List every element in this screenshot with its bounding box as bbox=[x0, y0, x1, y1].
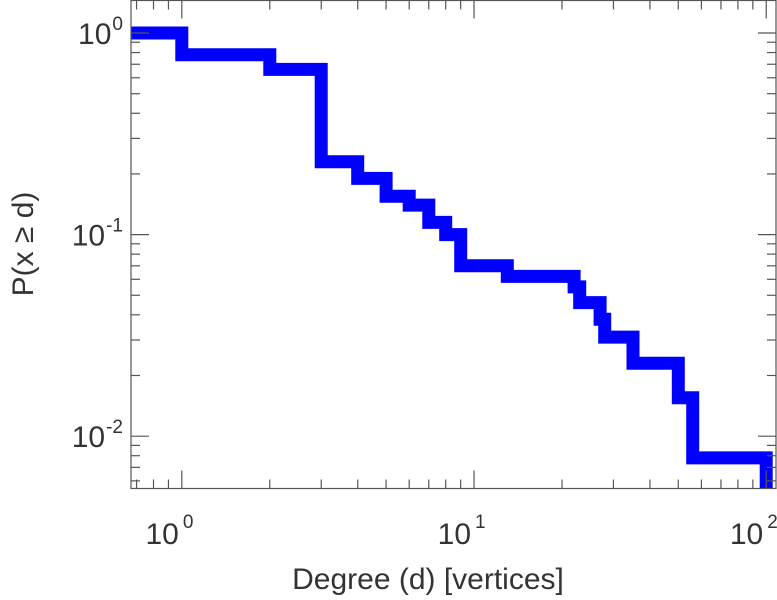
svg-text:10: 10 bbox=[72, 220, 105, 253]
y-tick-label: 010 bbox=[78, 14, 123, 51]
svg-text:10: 10 bbox=[145, 518, 178, 551]
svg-text:10: 10 bbox=[730, 518, 763, 551]
svg-text:10: 10 bbox=[438, 518, 471, 551]
plot-area bbox=[131, 26, 773, 489]
svg-text:-1: -1 bbox=[106, 216, 123, 237]
x-tick-label: 10 2 bbox=[730, 512, 777, 551]
svg-text:2: 2 bbox=[767, 512, 777, 533]
svg-text:10: 10 bbox=[72, 421, 105, 454]
svg-text:0: 0 bbox=[112, 14, 123, 35]
y-axis-label: P(x ≥ d) bbox=[7, 192, 40, 297]
plot-frame bbox=[130, 0, 777, 490]
svg-text:-2: -2 bbox=[106, 417, 123, 438]
svg-text:10: 10 bbox=[78, 18, 111, 51]
x-axis-label: Degree (d) [vertices] bbox=[292, 563, 564, 596]
y-tick-label: -210 bbox=[72, 417, 123, 454]
y-tick-label: -110 bbox=[72, 216, 123, 253]
svg-text:0: 0 bbox=[183, 512, 194, 533]
series-line-0 bbox=[131, 26, 773, 489]
x-tick-label: 10 1 bbox=[438, 512, 486, 551]
svg-text:1: 1 bbox=[475, 512, 486, 533]
x-tick-label: 10 0 bbox=[145, 512, 193, 551]
